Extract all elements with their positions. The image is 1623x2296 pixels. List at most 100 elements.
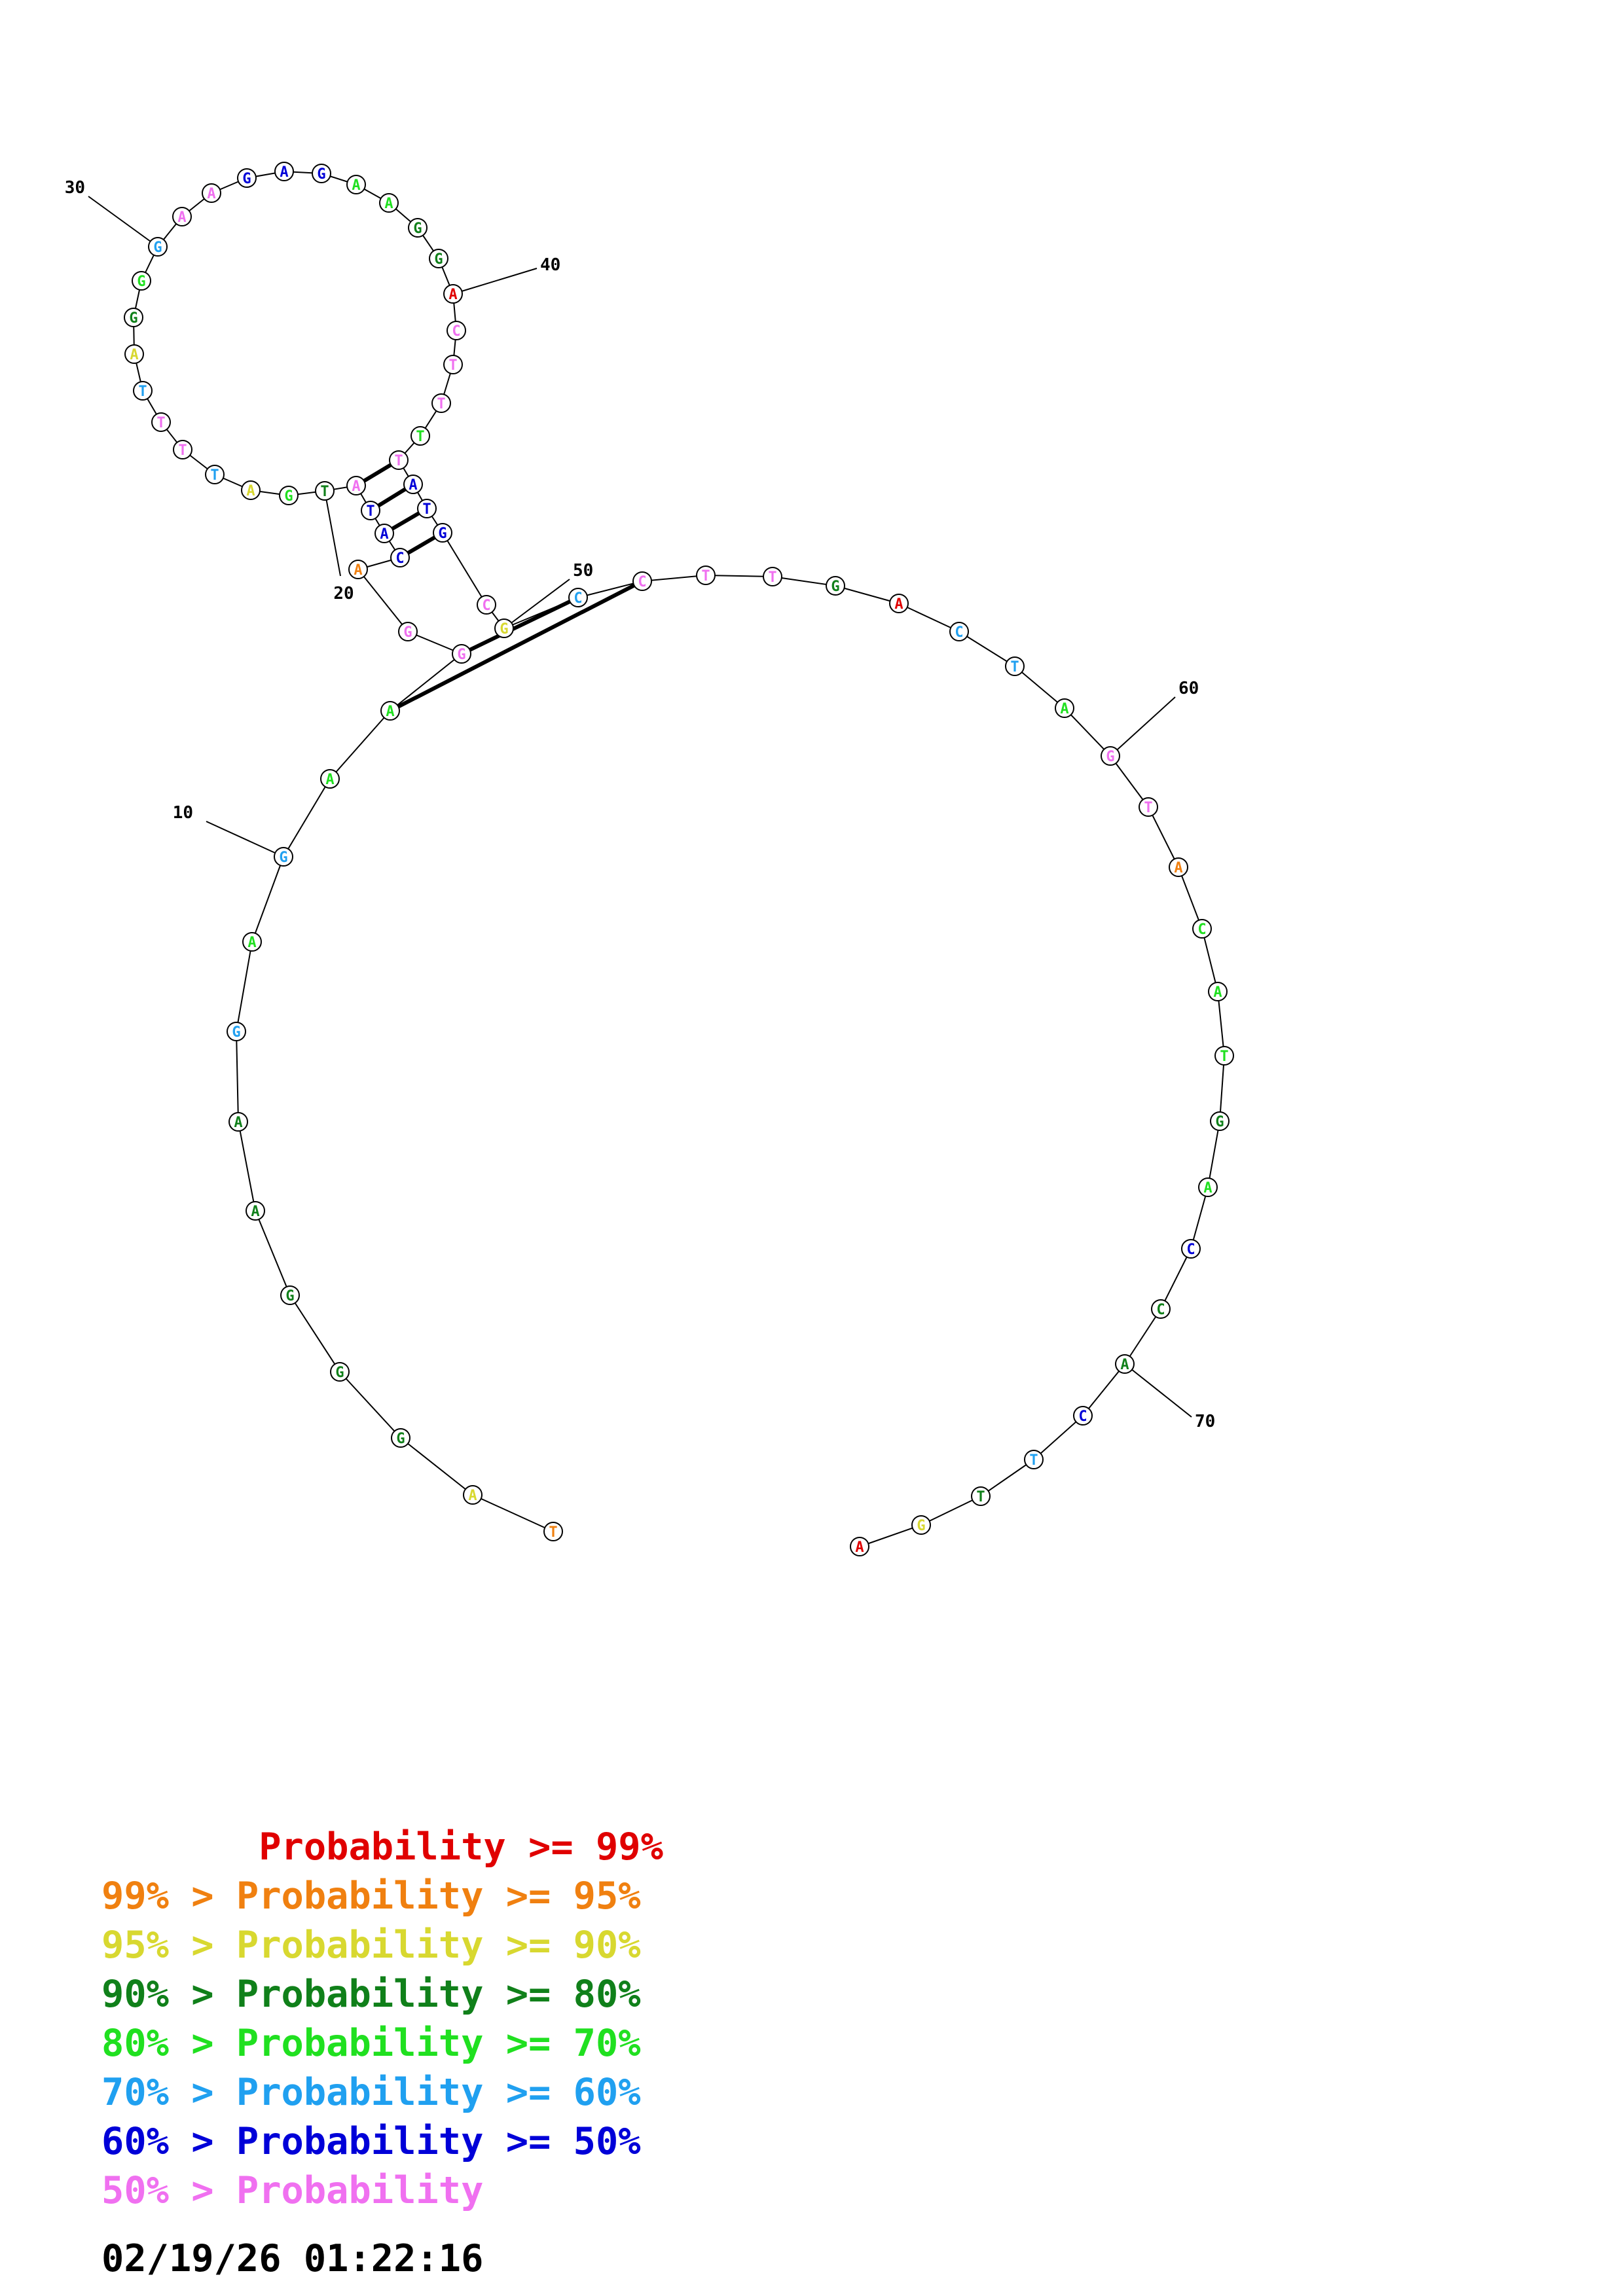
- nucleotide: T: [133, 381, 153, 401]
- nucleotide: G: [330, 1362, 350, 1382]
- nucleotide-letter: T: [1220, 1049, 1228, 1065]
- nucleotide-letter: C: [1156, 1302, 1165, 1318]
- probability-legend: Probability >= 99% 99% > Probability >= 9…: [101, 1823, 663, 2215]
- backbone-segment: [705, 575, 773, 577]
- backbone-segment: [251, 856, 284, 942]
- nucleotide-circle: [391, 1428, 410, 1448]
- nucleotide-letter: G: [279, 850, 287, 866]
- timestamp: 02/19/26 01:22:16: [101, 2237, 484, 2280]
- nucleotide-circle: [1101, 746, 1120, 766]
- nucleotide: G: [237, 168, 257, 188]
- backbone-segment: [238, 1121, 256, 1211]
- nucleotide-circle: [320, 769, 340, 789]
- nucleotide-circle: [463, 1485, 483, 1505]
- nucleotide-circle: [133, 381, 153, 401]
- legend-row-p95: 99% > Probability >= 95%: [101, 1874, 641, 1918]
- nucleotide-circle: [443, 355, 463, 374]
- nucleotide-circle: [543, 1522, 563, 1541]
- nucleotide-letter: A: [384, 196, 393, 212]
- backbone-segment: [1110, 755, 1149, 808]
- nucleotide-circle: [205, 465, 225, 484]
- nucleotide-letter: A: [354, 562, 362, 579]
- nucleotide-letter: A: [380, 526, 388, 543]
- position-tick: [206, 821, 284, 857]
- nucleotide: A: [1208, 982, 1228, 1001]
- position-label: 70: [1195, 1412, 1215, 1431]
- nucleotide: G: [1210, 1111, 1230, 1131]
- nucleotide-circle: [274, 847, 293, 867]
- nucleotide-circle: [826, 576, 845, 596]
- backbone-segment: [1033, 1415, 1084, 1460]
- legend-row-p99: Probability >= 99%: [101, 1825, 663, 1869]
- nucleotide: G: [1101, 746, 1120, 766]
- backbone-segment: [442, 532, 487, 605]
- nucleotide: T: [431, 393, 451, 413]
- nucleotide-letter: A: [234, 1115, 242, 1131]
- legend-row-p70: 80% > Probability >= 70%: [101, 2022, 641, 2065]
- base-pair-bond: [377, 487, 407, 508]
- nucleotide-circle: [330, 1362, 350, 1382]
- backbone-segment: [1201, 928, 1218, 992]
- nucleotide: A: [241, 480, 261, 500]
- nucleotide-letter: T: [178, 442, 187, 459]
- nucleotide: T: [971, 1486, 991, 1506]
- base-pair-bond: [397, 583, 635, 709]
- nucleotide-circle: [389, 450, 409, 470]
- base-pair-bond: [363, 463, 392, 483]
- nucleotide-circle: [1214, 1046, 1234, 1066]
- nucleotide-letter: C: [452, 323, 460, 340]
- nucleotide-letter: A: [1213, 984, 1222, 1001]
- legend-row-p50: 60% > Probability >= 50%: [101, 2120, 641, 2163]
- backbone-segment: [1190, 1187, 1209, 1249]
- backbone-segment: [921, 1496, 981, 1526]
- nucleotide: G: [274, 847, 293, 867]
- nucleotide-circle: [850, 1537, 869, 1556]
- position-label: 30: [65, 178, 85, 198]
- nucleotide-circle: [410, 426, 430, 446]
- backbone-segment: [1148, 806, 1179, 868]
- nucleotide-circle: [348, 560, 368, 579]
- nucleotide: C: [568, 588, 588, 607]
- nucleotide: G: [408, 218, 428, 238]
- nucleotide: A: [172, 207, 192, 226]
- nucleotide-circle: [398, 622, 418, 641]
- base-pair-bond: [391, 511, 420, 531]
- nucleotide: T: [205, 465, 225, 484]
- nucleotide-letter: C: [482, 598, 490, 614]
- nucleotide: T: [1024, 1450, 1044, 1469]
- nucleotide: A: [202, 183, 221, 203]
- nucleotide: G: [124, 308, 143, 327]
- nucleotide-letter: C: [1197, 922, 1206, 938]
- nucleotide: A: [320, 769, 340, 789]
- nucleotide-letter: A: [855, 1539, 864, 1556]
- nucleotide-circle: [274, 162, 294, 181]
- nucleotide-circle: [632, 571, 652, 591]
- nucleotide: A: [443, 284, 463, 304]
- nucleotide-circle: [1115, 1354, 1135, 1374]
- backbone-segment: [329, 710, 391, 780]
- backbone-segment: [980, 1459, 1034, 1497]
- nucleotide-letter: G: [1106, 749, 1114, 765]
- nucleotide: C: [390, 548, 410, 567]
- nucleotide: C: [477, 595, 496, 615]
- nucleotide: G: [911, 1515, 931, 1535]
- nucleotide-circle: [1005, 656, 1025, 676]
- nucleotide-circle: [1073, 1406, 1093, 1426]
- position-label: 50: [573, 561, 593, 581]
- nucleotide-circle: [132, 271, 151, 291]
- nucleotide-circle: [151, 412, 171, 432]
- nucleotide: G: [279, 486, 299, 505]
- nucleotide-circle: [227, 1022, 246, 1041]
- nucleotide-circle: [346, 175, 366, 194]
- backbone-segment: [472, 1494, 554, 1532]
- backbone-segment: [1217, 991, 1225, 1056]
- nucleotide-letter: T: [976, 1489, 985, 1505]
- nucleotide: T: [696, 565, 716, 585]
- backbone-segment: [339, 1371, 401, 1439]
- nucleotide-letter: T: [210, 467, 219, 484]
- nucleotide: T: [443, 355, 463, 374]
- nucleotide-letter: T: [366, 503, 374, 520]
- nucleotide-circle: [433, 523, 452, 543]
- nucleotide-letter: T: [768, 569, 776, 586]
